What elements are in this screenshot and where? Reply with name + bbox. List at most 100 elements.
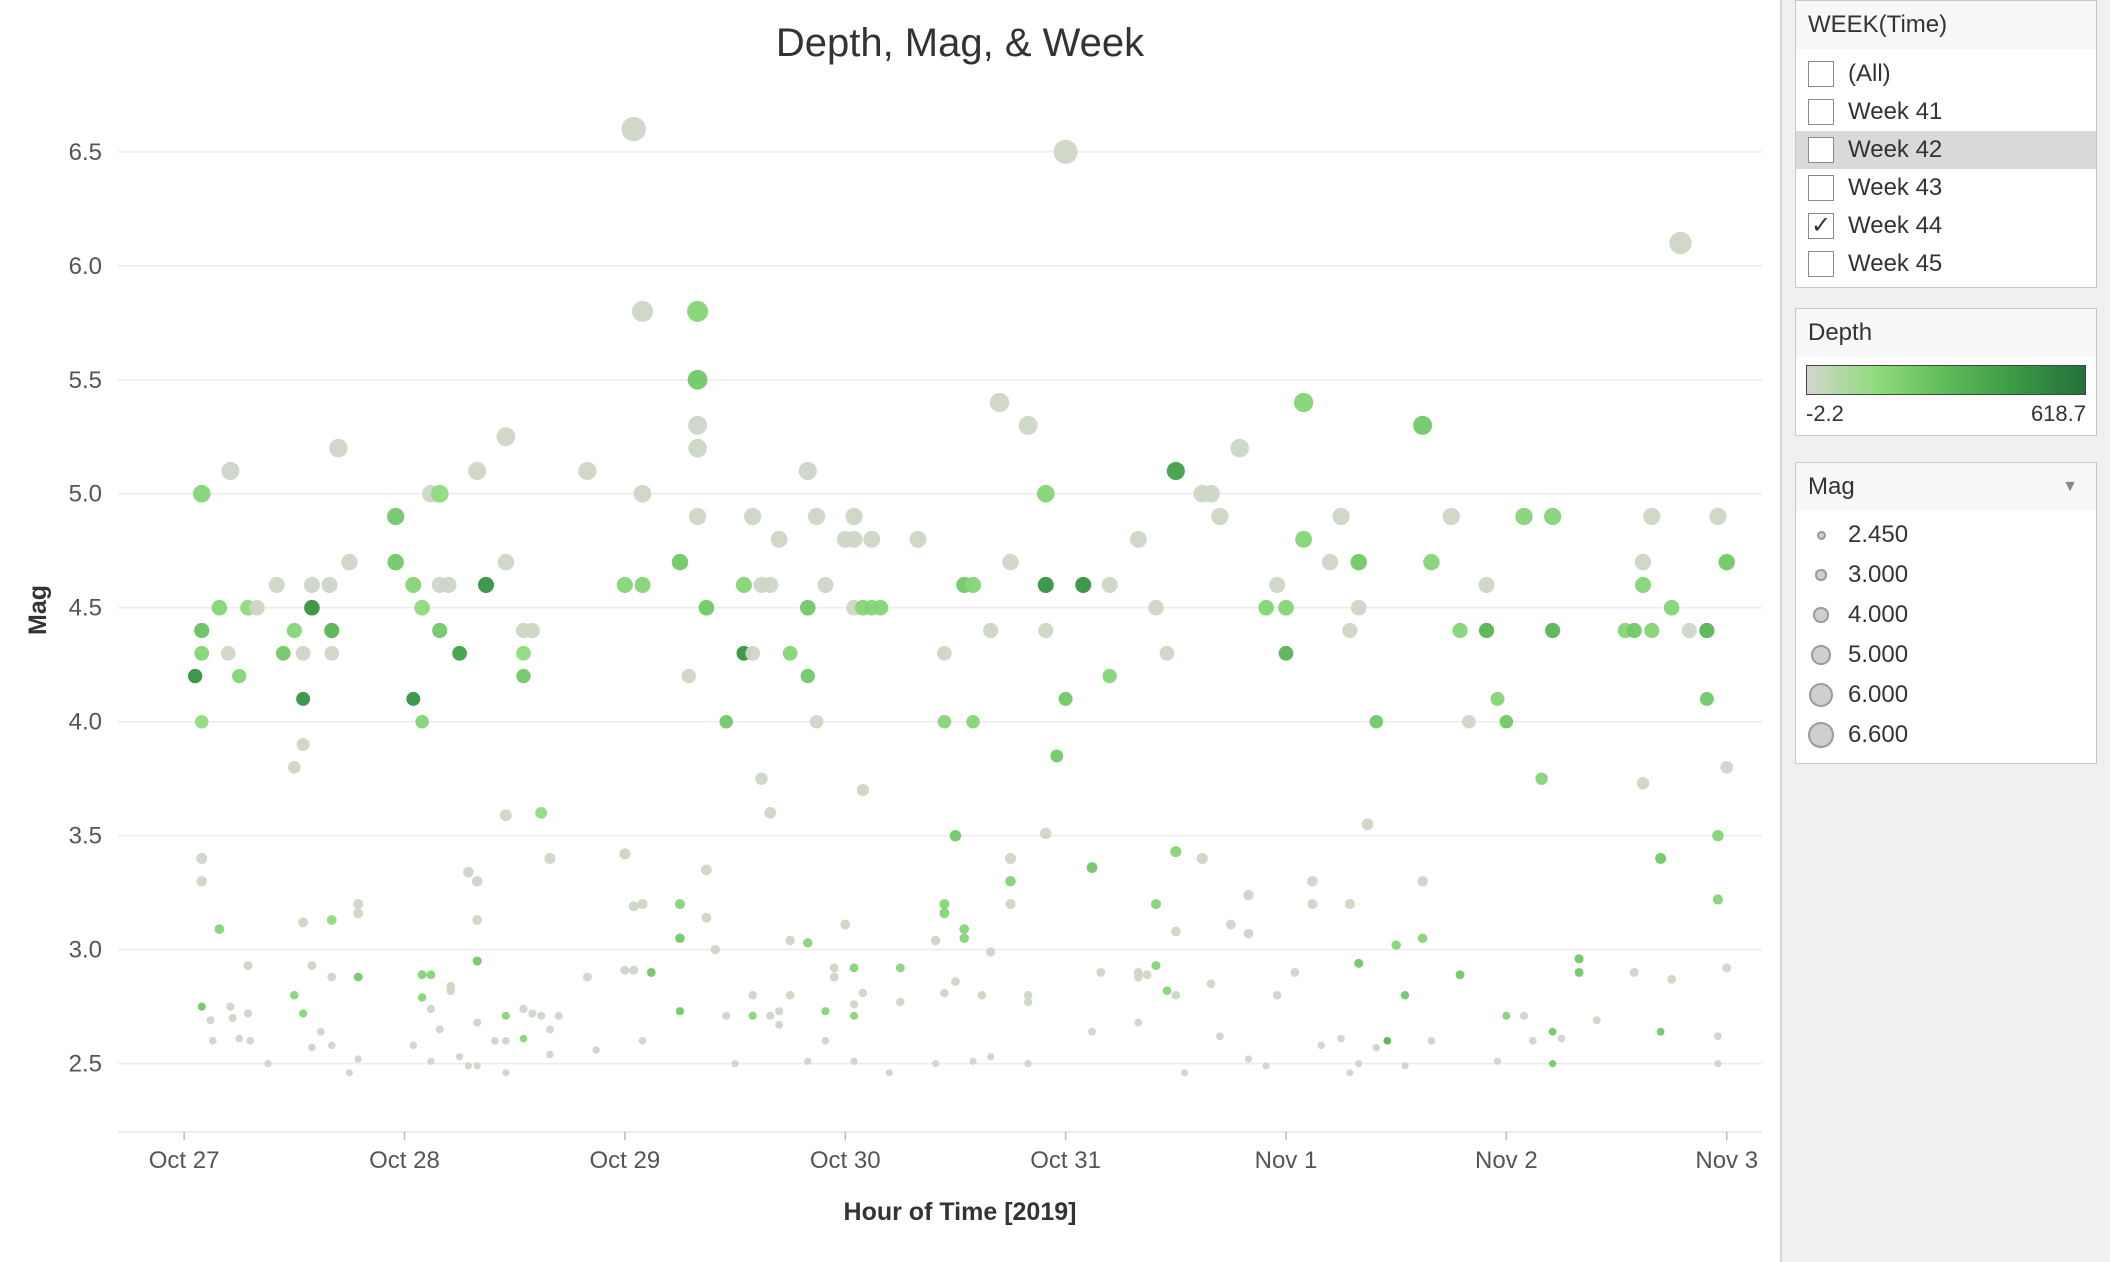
week-filter-item[interactable]: Week 41 — [1796, 93, 2096, 131]
data-point — [516, 645, 531, 661]
data-point — [764, 806, 777, 819]
data-point — [1629, 967, 1639, 977]
data-point — [1350, 553, 1367, 571]
data-point — [463, 866, 474, 878]
data-point — [1050, 749, 1064, 763]
data-point — [578, 461, 597, 481]
data-point — [755, 772, 768, 785]
y-tick-label: 4.5 — [69, 595, 102, 622]
data-point — [845, 530, 863, 548]
data-point — [735, 576, 752, 593]
y-tick-label: 6.0 — [69, 253, 102, 280]
chevron-down-icon[interactable]: ▼ — [2062, 478, 2078, 495]
mag-legend-label: 5.000 — [1848, 641, 1909, 668]
data-point — [896, 997, 905, 1007]
x-tick-label: Nov 1 — [1255, 1147, 1318, 1174]
data-point — [688, 507, 707, 526]
data-point — [937, 645, 952, 661]
data-point — [1332, 507, 1350, 526]
data-point — [1133, 972, 1143, 982]
checkbox[interactable] — [1808, 137, 1834, 163]
data-point — [619, 848, 631, 860]
data-point — [1634, 576, 1652, 593]
data-point — [850, 1057, 858, 1065]
data-point — [304, 599, 320, 616]
data-point — [931, 1060, 940, 1068]
data-point — [440, 576, 457, 593]
week-filter-label: Week 42 — [1848, 136, 1943, 163]
data-point — [307, 961, 317, 971]
data-point — [885, 1069, 893, 1077]
data-point — [986, 947, 996, 957]
data-point — [329, 438, 348, 458]
data-point — [246, 1037, 255, 1045]
mag-legend-label: 4.000 — [1848, 601, 1909, 628]
y-tick-label: 5.5 — [69, 367, 102, 394]
checkbox[interactable] — [1808, 175, 1834, 201]
data-point — [592, 1046, 600, 1054]
data-point — [192, 484, 211, 503]
week-filter-item[interactable]: ✓ Week 44 — [1796, 207, 2096, 245]
data-point — [1005, 898, 1016, 910]
x-tick-label: Oct 31 — [1030, 1147, 1101, 1174]
week-filter-item[interactable]: (All) — [1796, 55, 2096, 93]
data-point — [232, 668, 247, 684]
data-point — [1634, 553, 1652, 571]
data-point — [194, 714, 209, 729]
week-filter-label: (All) — [1848, 60, 1891, 87]
week-filter-card: WEEK(Time) (All) Week 41 Week 42 Week 43 ✓ We… — [1795, 0, 2097, 288]
data-point — [1129, 530, 1147, 548]
legend-pane: WEEK(Time) (All) Week 41 Week 42 Week 43 ✓ We… — [1782, 0, 2110, 1262]
data-point — [324, 645, 340, 661]
checkbox[interactable] — [1808, 99, 1834, 125]
y-tick-label: 3.0 — [69, 937, 102, 964]
data-point — [516, 668, 531, 684]
data-point — [1148, 599, 1164, 616]
data-point — [214, 924, 225, 934]
data-point — [688, 438, 707, 458]
data-point — [1681, 622, 1697, 639]
mag-legend-item: 6.600 — [1796, 715, 2096, 755]
data-point — [432, 622, 448, 639]
data-point — [473, 1062, 481, 1070]
data-point — [1490, 691, 1505, 706]
pane-divider — [1780, 0, 1782, 1262]
checkbox[interactable] — [1808, 251, 1834, 277]
data-point — [296, 691, 311, 706]
week-filter-item[interactable]: Week 42 — [1796, 131, 2096, 169]
data-point — [856, 783, 869, 797]
data-point — [849, 1000, 859, 1009]
data-point — [1023, 997, 1033, 1007]
data-point — [937, 714, 952, 729]
mag-legend-title: Mag — [1808, 473, 1855, 500]
data-point — [308, 1043, 316, 1052]
data-point — [1626, 622, 1642, 639]
y-tick-label: 4.0 — [69, 709, 102, 736]
data-point — [1346, 1069, 1354, 1077]
data-point — [633, 484, 652, 503]
mag-legend-item: 4.000 — [1796, 595, 2096, 635]
checkbox[interactable] — [1808, 61, 1834, 87]
data-point — [194, 622, 210, 639]
data-point — [405, 576, 422, 593]
data-point — [208, 1037, 217, 1045]
data-point — [1669, 231, 1692, 255]
week-filter-item[interactable]: Week 45 — [1796, 245, 2096, 283]
data-point — [782, 645, 798, 661]
data-point — [354, 1055, 362, 1063]
checkbox[interactable]: ✓ — [1808, 213, 1834, 239]
size-marker-icon — [1815, 569, 1827, 581]
week-filter-item[interactable]: Week 43 — [1796, 169, 2096, 207]
data-point — [519, 1034, 528, 1043]
data-point — [1088, 1027, 1096, 1036]
data-point — [1151, 961, 1161, 971]
week-filter-list: (All) Week 41 Week 42 Week 43 ✓ Week 44 Week 4… — [1796, 49, 2096, 287]
scatter-chart: Depth, Mag, & Week 2.5 3.0 3.5 4.0 4.5 5.0 5.5 6… — [24, 21, 1762, 1226]
data-point — [1535, 772, 1548, 785]
week-filter-label: Week 44 — [1848, 212, 1943, 239]
data-point — [977, 990, 987, 1000]
data-point — [1037, 576, 1054, 593]
data-point — [745, 645, 761, 661]
mag-legend-item: 3.000 — [1796, 555, 2096, 595]
data-point — [502, 1069, 510, 1077]
